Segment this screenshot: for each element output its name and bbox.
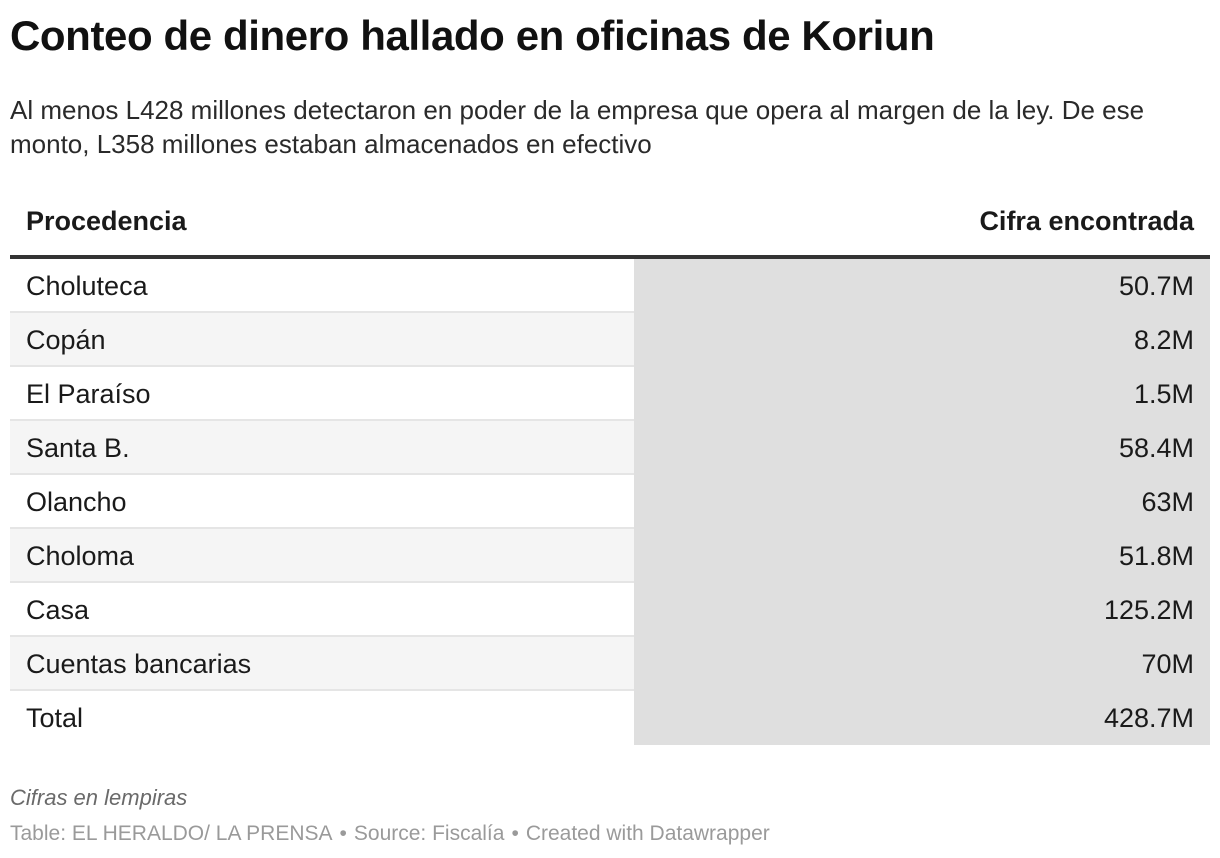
table-row: Olancho 63M (10, 475, 1210, 529)
row-label: Santa B. (26, 433, 130, 463)
data-table: Procedencia Cifra encontrada Choluteca 50… (10, 198, 1210, 745)
column-header-cifra-encontrada[interactable]: Cifra encontrada (979, 206, 1194, 236)
table-row: Cuentas bancarias 70M (10, 637, 1210, 691)
table-row: Total 428.7M (10, 691, 1210, 745)
table-header: Procedencia Cifra encontrada (10, 198, 1210, 259)
source-credit: Source: Fiscalía (353, 822, 505, 845)
row-label: Total (26, 703, 84, 733)
datawrapper-table-chart: Conteo de dinero hallado en oficinas de … (10, 0, 1210, 845)
footer-separator: • (511, 822, 519, 845)
table-credit: Table: EL HERALDO/ LA PRENSA (10, 822, 333, 845)
row-label: Casa (26, 595, 90, 625)
row-value: 70M (634, 637, 1210, 691)
row-value: 51.8M (634, 529, 1210, 583)
table-row: Copán 8.2M (10, 313, 1210, 367)
row-label: Copán (26, 325, 106, 355)
row-label: El Paraíso (26, 379, 151, 409)
table-body: Choluteca 50.7M Copán 8.2M El Paraíso 1.5M San… (10, 259, 1210, 745)
row-label: Olancho (26, 487, 127, 517)
chart-subtitle: Al menos L428 millones detectaron en pod… (10, 95, 1145, 159)
table-row: Casa 125.2M (10, 583, 1210, 637)
row-value: 428.7M (634, 691, 1210, 745)
row-value: 8.2M (634, 313, 1210, 367)
row-value: 1.5M (634, 367, 1210, 421)
row-label: Cuentas bancarias (26, 649, 252, 679)
row-value: 58.4M (634, 421, 1210, 475)
column-header-procedencia[interactable]: Procedencia (26, 206, 187, 236)
row-value: 125.2M (634, 583, 1210, 637)
table-row: Choloma 51.8M (10, 529, 1210, 583)
chart-footer: Table: EL HERALDO/ LA PRENSA • Source: Fis… (10, 819, 770, 849)
chart-title: Conteo de dinero hallado en oficinas de … (10, 12, 935, 59)
row-label: Choluteca (26, 271, 148, 301)
created-with-credit[interactable]: Created with Datawrapper (525, 822, 770, 845)
footer-separator: • (339, 822, 347, 845)
row-value: 63M (634, 475, 1210, 529)
chart-notes: Cifras en lempiras (10, 785, 188, 810)
table-row: El Paraíso 1.5M (10, 367, 1210, 421)
table-row: Santa B. 58.4M (10, 421, 1210, 475)
row-label: Choloma (26, 541, 135, 571)
table-row: Choluteca 50.7M (10, 259, 1210, 313)
row-value: 50.7M (634, 259, 1210, 313)
